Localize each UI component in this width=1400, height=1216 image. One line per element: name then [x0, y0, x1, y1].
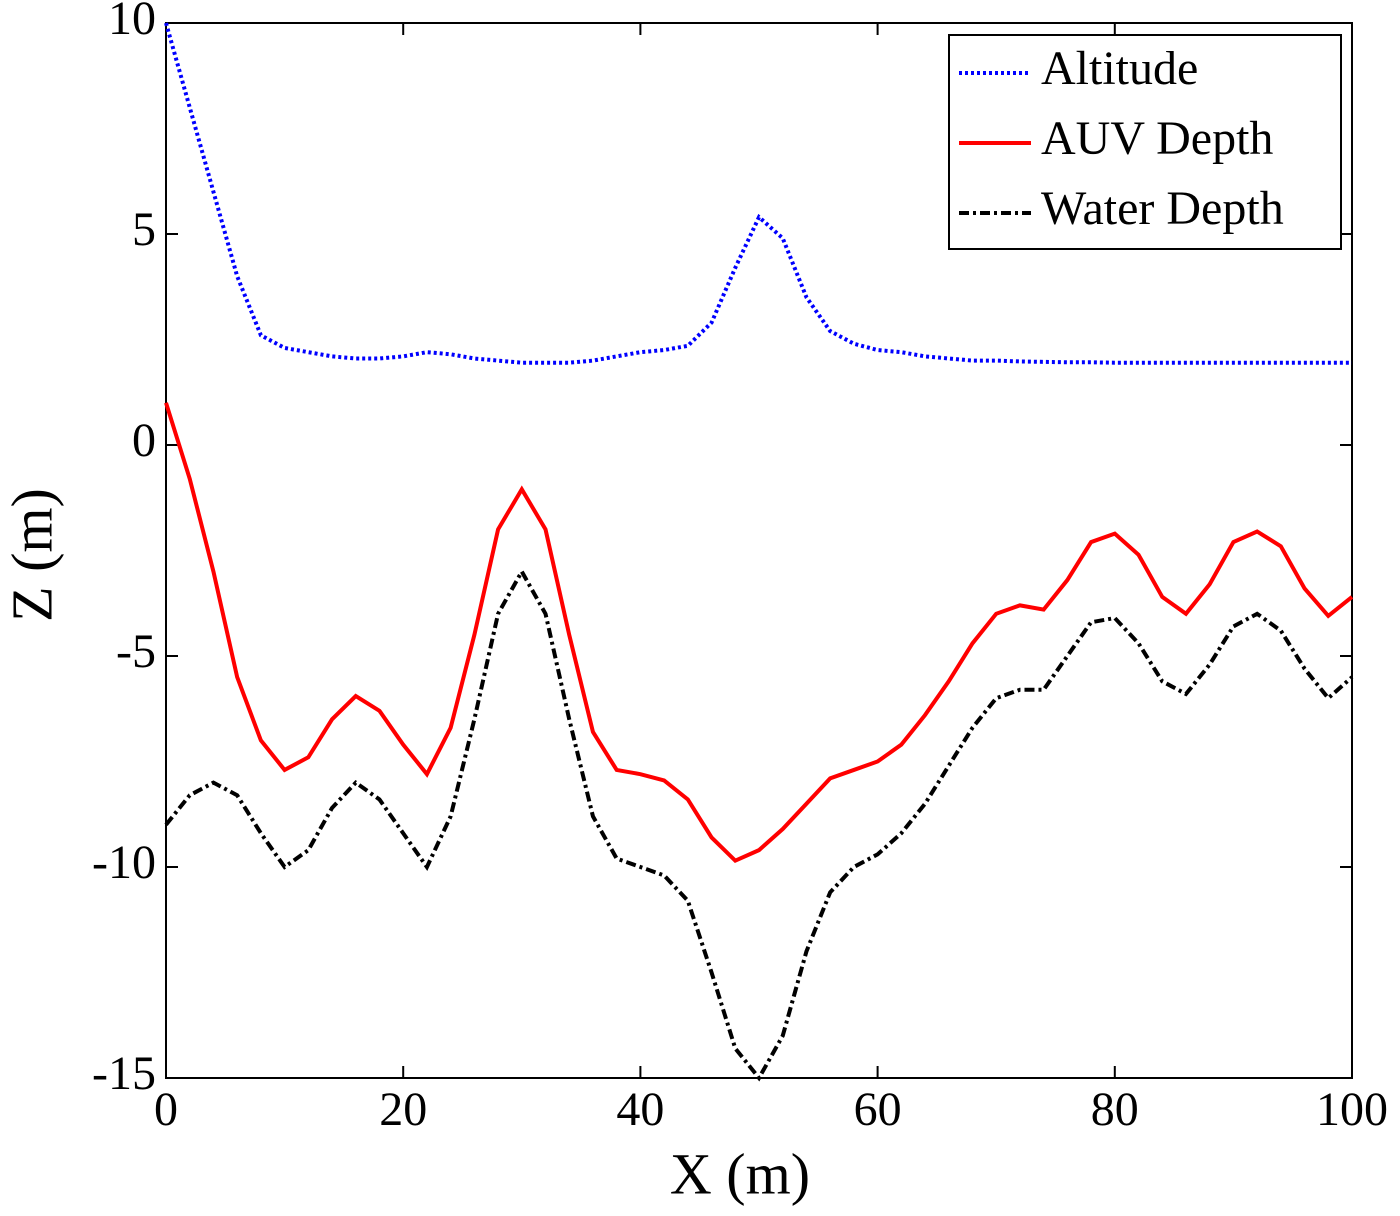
y-tick-label: 10: [108, 0, 156, 45]
y-tick-label: 0: [132, 414, 156, 467]
line-series: [164, 402, 1354, 864]
x-tick-label: 40: [616, 1083, 664, 1136]
y-tick-label: -10: [92, 836, 156, 889]
x-axis-label: X (m): [670, 1141, 810, 1206]
x-tick-label: 20: [379, 1083, 427, 1136]
x-tick-label: 80: [1091, 1083, 1139, 1136]
x-tick-label: 100: [1316, 1083, 1388, 1136]
legend-label: Altitude: [1041, 42, 1198, 95]
line-series: [164, 22, 1352, 365]
legend-label: AUV Depth: [1041, 112, 1273, 165]
y-tick-label: -5: [116, 625, 156, 678]
x-tick-label: 0: [154, 1083, 178, 1136]
x-tick-label: 60: [854, 1083, 902, 1136]
legend-label: Water Depth: [1041, 182, 1284, 235]
line-series: [164, 567, 1354, 1082]
y-axis-label: Z (m): [0, 488, 64, 622]
y-tick-label: 5: [132, 203, 156, 256]
y-tick-label: -15: [92, 1047, 156, 1100]
